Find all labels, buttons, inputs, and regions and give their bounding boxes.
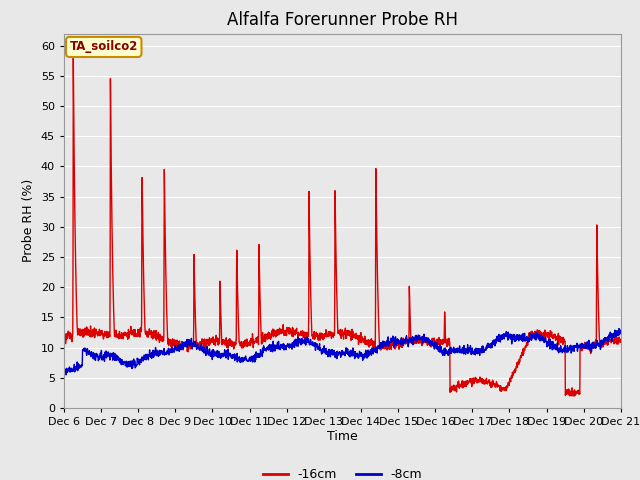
-8cm: [359, 358, 367, 363]
-8cm: [60, 366, 68, 372]
-16cm: [567, 393, 575, 399]
-16cm: [216, 340, 223, 346]
-16cm: [617, 336, 625, 342]
-8cm: [584, 339, 591, 345]
-16cm: [504, 380, 512, 385]
-8cm: [62, 372, 70, 378]
-8cm: [216, 351, 223, 357]
X-axis label: Time: Time: [327, 430, 358, 443]
-16cm: [584, 343, 591, 348]
Y-axis label: Probe RH (%): Probe RH (%): [22, 179, 35, 263]
-8cm: [617, 329, 625, 335]
-8cm: [371, 347, 379, 353]
-8cm: [615, 325, 623, 331]
Line: -8cm: -8cm: [64, 328, 621, 375]
Text: TA_soilco2: TA_soilco2: [70, 40, 138, 53]
-16cm: [371, 345, 379, 350]
Line: -16cm: -16cm: [64, 59, 621, 396]
-16cm: [60, 338, 68, 344]
-8cm: [568, 344, 575, 350]
-16cm: [568, 385, 576, 391]
Title: Alfalfa Forerunner Probe RH: Alfalfa Forerunner Probe RH: [227, 11, 458, 29]
Legend: -16cm, -8cm: -16cm, -8cm: [257, 463, 428, 480]
-16cm: [70, 56, 77, 61]
-16cm: [359, 337, 367, 343]
-8cm: [504, 335, 512, 340]
